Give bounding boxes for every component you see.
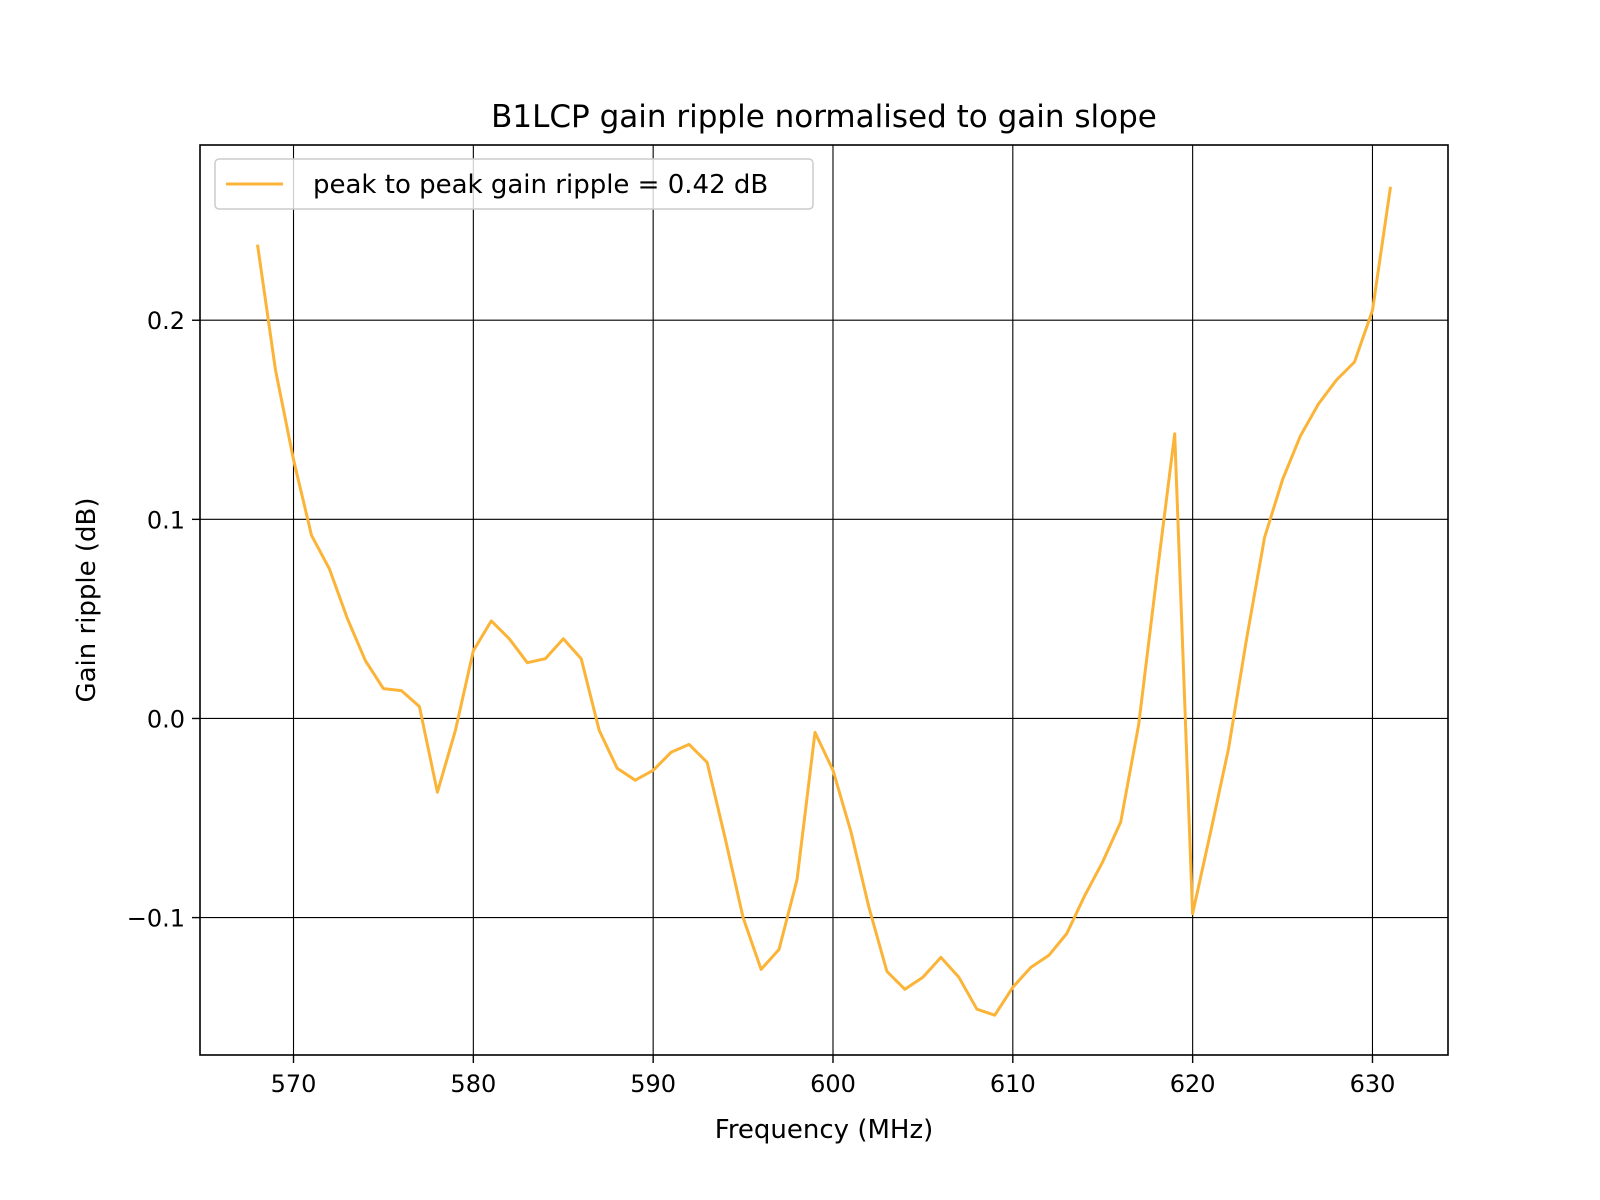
y-tick-label: 0.2 bbox=[147, 307, 185, 335]
x-axis: 570 580 590 600 610 620 630 bbox=[271, 1055, 1396, 1098]
grid-lines bbox=[200, 145, 1448, 1055]
x-tick-label: 630 bbox=[1350, 1070, 1396, 1098]
series-layer bbox=[256, 186, 1392, 1017]
x-axis-label: Frequency (MHz) bbox=[715, 1115, 934, 1145]
legend: peak to peak gain ripple = 0.42 dB bbox=[214, 158, 814, 210]
y-axis: −0.1 0.0 0.1 0.2 bbox=[127, 307, 200, 933]
x-tick-label: 580 bbox=[450, 1070, 496, 1098]
plot-background bbox=[200, 145, 1448, 1055]
x-tick-label: 610 bbox=[990, 1070, 1036, 1098]
series-line-0 bbox=[256, 186, 1392, 1017]
y-tick-label: 0.1 bbox=[147, 506, 185, 534]
x-tick-label: 600 bbox=[810, 1070, 856, 1098]
legend-box bbox=[214, 158, 814, 210]
x-tick-label: 620 bbox=[1170, 1070, 1216, 1098]
legend-entry-label: peak to peak gain ripple = 0.42 dB bbox=[313, 170, 768, 200]
x-tick-label: 590 bbox=[630, 1070, 676, 1098]
y-tick-label: −0.1 bbox=[127, 905, 185, 933]
y-tick-label: 0.0 bbox=[147, 705, 185, 733]
plot-frame bbox=[199, 144, 1449, 1056]
x-tick-label: 570 bbox=[271, 1070, 317, 1098]
y-axis-label: Gain ripple (dB) bbox=[72, 497, 102, 702]
chart-title: B1LCP gain ripple normalised to gain slo… bbox=[491, 99, 1157, 135]
